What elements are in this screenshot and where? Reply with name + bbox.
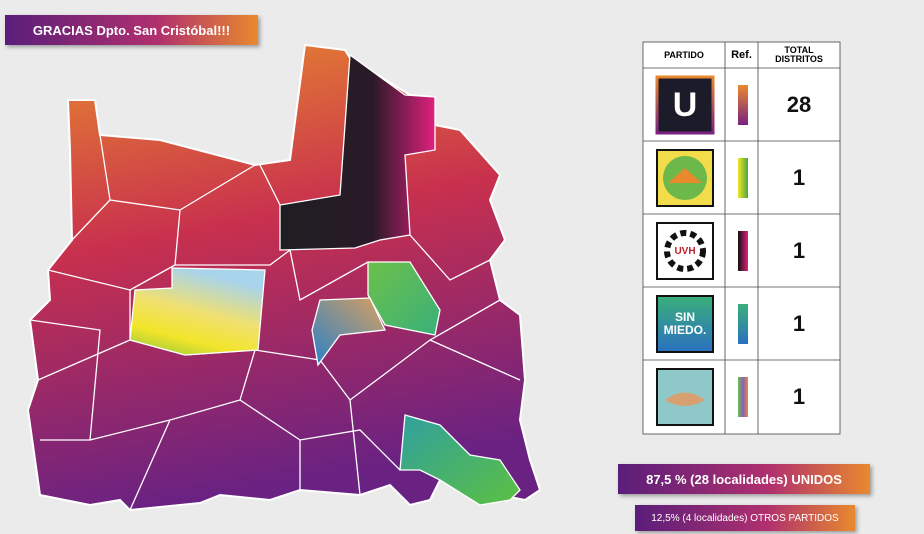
region-teal (399, 414, 521, 506)
total: 1 (792, 310, 806, 336)
total: 28 (786, 91, 812, 117)
logo-text: UVH (674, 245, 696, 257)
summary-banner: 12,5% (4 localidades) OTROS PARTIDOS (635, 505, 855, 531)
column-header: PARTIDO (664, 49, 704, 60)
district-borders (29, 134, 521, 511)
region-blue (311, 297, 386, 367)
total: 1 (792, 383, 806, 409)
region-green (367, 261, 441, 336)
region-yellow (129, 267, 266, 356)
ref-swatches (738, 85, 748, 417)
column-header: TOTAL DISTRITOS (775, 45, 823, 64)
logos (655, 75, 715, 426)
title-banner: GRACIAS Dpto. San Cristóbal!!! (5, 15, 258, 45)
logo-text: SIN MIEDO. (663, 310, 707, 337)
total: 1 (792, 164, 806, 190)
column-header: Ref. (731, 48, 752, 61)
region-black (279, 53, 436, 251)
total: 1 (792, 237, 806, 263)
department-outline (26, 43, 542, 512)
logo-text: U (672, 85, 698, 124)
party-table: PARTIDO Ref. TOTAL DISTRITOS U UVH SIN M… (643, 42, 840, 434)
summary-banner: 87,5 % (28 localidades) UNIDOS (618, 464, 870, 494)
